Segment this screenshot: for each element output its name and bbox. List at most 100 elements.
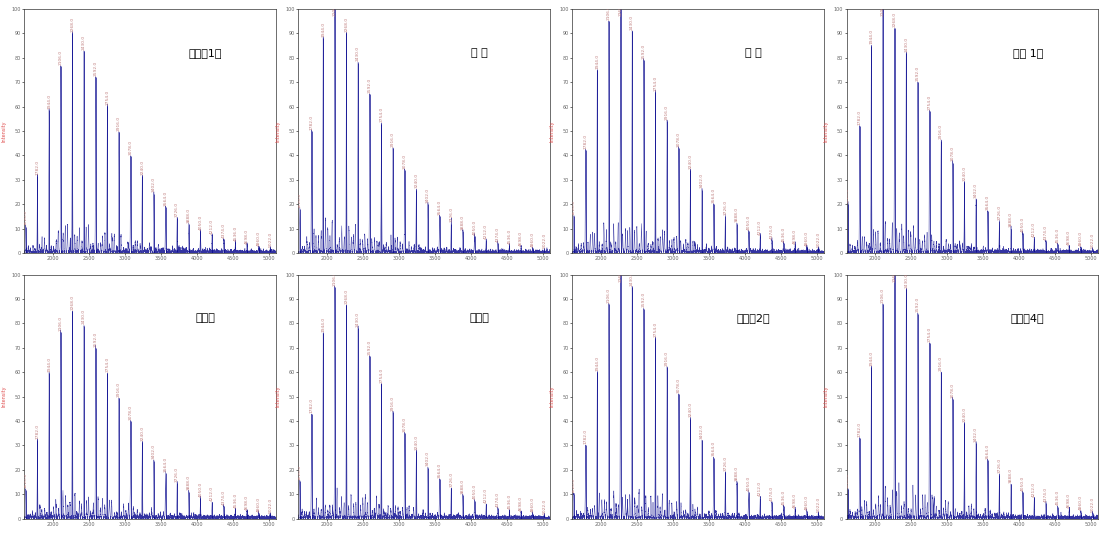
Text: 2430.0: 2430.0 [630, 270, 634, 286]
Text: 2106.0: 2106.0 [607, 5, 611, 20]
Text: 2916.0: 2916.0 [117, 116, 121, 131]
Text: 고아미4호: 고아미4호 [1011, 313, 1044, 324]
Text: 2916.0: 2916.0 [665, 105, 669, 120]
Text: 3726.0: 3726.0 [998, 458, 1001, 474]
Text: 3888.0: 3888.0 [735, 207, 739, 223]
Text: 3564.0: 3564.0 [985, 195, 990, 210]
Text: 1782.0: 1782.0 [584, 134, 587, 150]
Text: 3564.0: 3564.0 [164, 191, 167, 206]
Text: 백진주1호: 백진주1호 [189, 48, 222, 58]
Text: 3078.0: 3078.0 [951, 146, 954, 161]
Text: Intensity: Intensity [2, 386, 7, 407]
Text: 4212.0: 4212.0 [1032, 482, 1036, 497]
Text: 3726.0: 3726.0 [998, 205, 1001, 220]
Text: 3240.0: 3240.0 [962, 407, 967, 422]
Text: 3078.0: 3078.0 [677, 132, 680, 147]
Text: 설 갱: 설 갱 [745, 48, 762, 58]
Text: 4050.0: 4050.0 [747, 475, 751, 491]
Text: 4212.0: 4212.0 [759, 219, 762, 234]
Text: 1782.0: 1782.0 [310, 115, 313, 130]
Text: 3240.0: 3240.0 [140, 160, 144, 175]
Text: 1782.0: 1782.0 [35, 423, 40, 438]
Text: 2916.0: 2916.0 [665, 351, 669, 366]
Text: 4698.0: 4698.0 [519, 231, 523, 246]
Text: 4860.0: 4860.0 [1078, 231, 1083, 246]
Text: 4536.0: 4536.0 [782, 490, 785, 505]
Text: 1620.0: 1620.0 [572, 478, 576, 493]
Text: 2430.0: 2430.0 [905, 36, 908, 52]
Text: 3402.0: 3402.0 [152, 444, 156, 459]
Text: 3726.0: 3726.0 [449, 472, 453, 487]
Text: 3726.0: 3726.0 [175, 467, 179, 482]
Text: 4212.0: 4212.0 [484, 488, 488, 504]
Text: 4212.0: 4212.0 [484, 223, 488, 239]
Text: 5022.0: 5022.0 [816, 232, 821, 247]
Text: 1782.0: 1782.0 [857, 109, 862, 125]
Text: 일 품: 일 품 [471, 48, 488, 58]
Text: 2754.0: 2754.0 [379, 107, 384, 122]
Text: 한아름: 한아름 [196, 313, 216, 324]
Text: 4698.0: 4698.0 [1067, 493, 1072, 508]
Text: 2592.0: 2592.0 [641, 292, 646, 308]
Text: 2268.0: 2268.0 [344, 17, 348, 32]
Text: 4050.0: 4050.0 [472, 484, 477, 499]
Text: 3888.0: 3888.0 [461, 479, 465, 494]
Text: 2106.0: 2106.0 [607, 287, 611, 303]
Text: 1944.0: 1944.0 [321, 22, 325, 37]
Text: 2106.0: 2106.0 [59, 50, 63, 65]
Text: 2106.0: 2106.0 [881, 287, 885, 303]
Text: 2592.0: 2592.0 [94, 61, 97, 76]
Text: 5022.0: 5022.0 [542, 233, 546, 248]
Text: 대립 1호: 대립 1호 [1012, 48, 1043, 58]
Text: 4536.0: 4536.0 [233, 492, 238, 508]
Text: 2754.0: 2754.0 [105, 357, 109, 372]
Text: 2592.0: 2592.0 [367, 78, 372, 93]
Text: 4212.0: 4212.0 [210, 486, 215, 501]
Text: 3402.0: 3402.0 [426, 188, 430, 203]
Text: 3888.0: 3888.0 [1009, 468, 1013, 483]
Text: 4050.0: 4050.0 [198, 481, 202, 497]
Text: 5022.0: 5022.0 [542, 498, 546, 514]
Text: 4212.0: 4212.0 [759, 481, 762, 497]
Text: 3888.0: 3888.0 [1009, 212, 1013, 227]
Text: 1944.0: 1944.0 [869, 351, 874, 366]
Text: 3402.0: 3402.0 [700, 173, 705, 189]
Text: 3402.0: 3402.0 [426, 451, 430, 466]
Text: 4536.0: 4536.0 [508, 229, 511, 244]
Text: 4860.0: 4860.0 [531, 232, 534, 247]
Text: 2268.0: 2268.0 [344, 289, 348, 304]
Text: 4536.0: 4536.0 [508, 494, 511, 509]
Text: 1944.0: 1944.0 [321, 317, 325, 332]
Text: Intensity: Intensity [2, 120, 7, 142]
Text: 1944.0: 1944.0 [595, 356, 599, 371]
Text: 2268.0: 2268.0 [618, 1, 623, 16]
Text: 2430.0: 2430.0 [630, 14, 634, 30]
Text: 2916.0: 2916.0 [939, 124, 943, 139]
Text: 4212.0: 4212.0 [210, 219, 215, 234]
Text: 2754.0: 2754.0 [654, 75, 657, 91]
Text: 1944.0: 1944.0 [48, 357, 51, 372]
Text: 2592.0: 2592.0 [916, 66, 920, 81]
Text: 1620.0: 1620.0 [572, 200, 576, 215]
Text: 3564.0: 3564.0 [985, 444, 990, 459]
Text: 3078.0: 3078.0 [677, 378, 680, 393]
Text: 2268.0: 2268.0 [893, 12, 897, 27]
Text: 1620.0: 1620.0 [24, 210, 28, 225]
Text: 3078.0: 3078.0 [951, 383, 954, 398]
Text: 2592.0: 2592.0 [94, 332, 97, 347]
Text: 2268.0: 2268.0 [71, 17, 74, 32]
Text: 2916.0: 2916.0 [117, 382, 121, 397]
Text: 5022.0: 5022.0 [816, 497, 821, 512]
Text: 4374.0: 4374.0 [221, 490, 226, 505]
Text: 2916.0: 2916.0 [392, 132, 395, 147]
Text: 1782.0: 1782.0 [584, 429, 587, 444]
Text: 1944.0: 1944.0 [869, 29, 874, 44]
Text: 4536.0: 4536.0 [233, 226, 238, 241]
Text: 3240.0: 3240.0 [140, 426, 144, 441]
Text: 3240.0: 3240.0 [962, 166, 967, 181]
Text: 3078.0: 3078.0 [128, 405, 133, 420]
Text: 2592.0: 2592.0 [367, 340, 372, 355]
Text: 2754.0: 2754.0 [928, 95, 931, 110]
Text: 3078.0: 3078.0 [403, 417, 407, 431]
Text: 4374.0: 4374.0 [495, 226, 500, 241]
